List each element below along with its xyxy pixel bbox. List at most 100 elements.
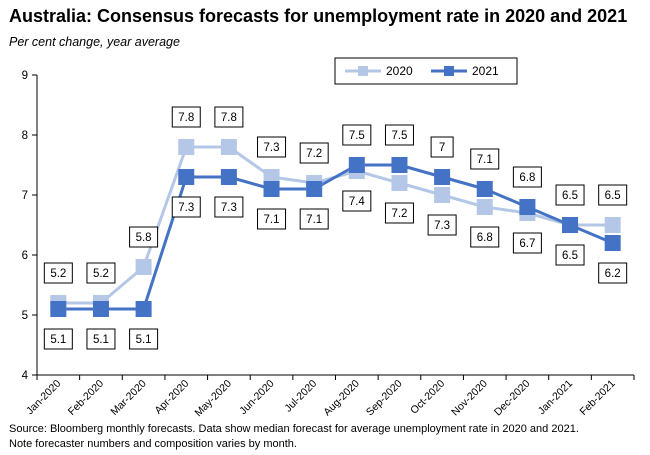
marker-2021 <box>50 301 67 317</box>
x-tick-label: Mar-2020 <box>108 378 148 418</box>
data-label-2020: 7.2 <box>306 148 322 160</box>
composition-note: Note forecaster numbers and composition … <box>9 438 297 450</box>
marker-2021 <box>519 199 536 215</box>
data-label-2021-box <box>555 244 585 266</box>
y-tick-label: 7 <box>22 190 28 202</box>
x-tick-label: Jun-2020 <box>237 378 277 418</box>
marker-2021 <box>263 181 280 197</box>
data-label-2020: 5.2 <box>50 268 66 280</box>
data-label-2021-box <box>342 124 372 146</box>
x-tick-label: Apr-2020 <box>152 378 191 417</box>
data-label-2021-box <box>430 136 454 158</box>
data-label-2020: 7.4 <box>349 196 366 208</box>
chart-subtitle: Per cent change, year average <box>9 35 180 49</box>
data-label-2020-box <box>342 190 372 212</box>
x-tick-label: Jan-2020 <box>24 378 64 418</box>
marker-2020 <box>391 175 408 191</box>
marker-2021 <box>92 301 109 317</box>
legend-label-2021: 2021 <box>472 64 499 78</box>
x-tick-label: Dec-2020 <box>492 378 533 419</box>
data-label-2021-box <box>299 208 329 230</box>
legend-label-2020: 2020 <box>386 64 413 78</box>
data-label-2020-box <box>470 226 500 248</box>
legend-marker-2021 <box>444 66 454 76</box>
data-label-2021: 5.1 <box>93 334 109 346</box>
data-label-2020-box <box>171 106 201 128</box>
series-markers <box>50 139 621 317</box>
y-tick-label: 9 <box>22 70 28 82</box>
x-tick-label: May-2020 <box>193 378 235 420</box>
data-label-2020-box <box>129 226 159 248</box>
marker-2021 <box>306 181 323 197</box>
data-label-2021: 7.3 <box>221 202 237 214</box>
marker-2021 <box>604 235 621 251</box>
marker-2021 <box>348 157 365 173</box>
marker-2021 <box>135 301 152 317</box>
data-label-2021-box <box>384 124 414 146</box>
data-label-2020-box <box>43 262 73 284</box>
data-labels: 5.2 5.1 5.2 5.1 5.8 5.1 7.8 7.3 7.8 7.3 7.3 7.1 7.2 7… <box>43 106 628 350</box>
data-label-2020-box <box>598 184 628 206</box>
axes: 4 5 6 7 8 9 Jan-2020 Feb-2020 Mar-2020 Apr-2020 Ma… <box>22 70 635 420</box>
marker-2020 <box>220 139 237 155</box>
data-label-2021-box <box>214 196 244 218</box>
y-tick-label: 6 <box>22 250 28 262</box>
marker-2021 <box>391 157 408 173</box>
data-label-2021: 7.1 <box>264 214 280 226</box>
data-label-2021: 5.1 <box>50 334 66 346</box>
x-tick-label: Aug-2020 <box>321 378 362 419</box>
x-tick-label: Jan-2021 <box>536 378 576 418</box>
legend-marker-2020 <box>358 66 368 76</box>
data-label-2020-box <box>555 184 585 206</box>
data-label-2020-box <box>384 202 414 224</box>
data-label-2020: 5.2 <box>93 268 109 280</box>
data-label-2020: 7.2 <box>391 208 407 220</box>
data-label-2021-box <box>512 166 542 188</box>
data-label-2020: 6.7 <box>519 238 535 250</box>
data-label-2020: 6.5 <box>605 190 621 202</box>
data-label-2020: 6.5 <box>562 190 578 202</box>
marker-2020 <box>178 139 195 155</box>
data-label-2021: 6.8 <box>519 172 535 184</box>
data-label-2020: 6.8 <box>477 232 493 244</box>
data-label-2021-box <box>470 148 500 170</box>
marker-2020 <box>604 217 621 233</box>
data-label-2020: 7.3 <box>434 220 450 232</box>
y-tick-label: 8 <box>22 130 28 142</box>
marker-2021 <box>434 169 451 185</box>
data-label-2021-box <box>43 328 73 350</box>
marker-2021 <box>562 217 579 233</box>
marker-2020 <box>476 199 493 215</box>
data-label-2021: 7.1 <box>477 154 493 166</box>
data-label-2021-box <box>86 328 116 350</box>
data-label-2020: 7.3 <box>264 142 280 154</box>
data-label-2021: 6.2 <box>605 268 621 280</box>
x-tick-label: Feb-2021 <box>578 378 618 418</box>
x-tick-label: Oct-2020 <box>408 378 447 417</box>
marker-2021 <box>476 181 493 197</box>
y-tick-label: 4 <box>22 370 29 382</box>
data-label-2020: 7.8 <box>178 112 194 124</box>
data-label-2020-box <box>214 106 244 128</box>
data-label-2021: 7.5 <box>349 130 365 142</box>
chart-title: Australia: Consensus forecasts for unemp… <box>9 6 628 26</box>
x-tick-label: Sep-2020 <box>364 378 405 419</box>
data-label-2021: 7.5 <box>391 130 407 142</box>
data-label-2021-box <box>257 208 287 230</box>
x-tick-label: Jul-2020 <box>282 378 319 415</box>
x-tick-label: Feb-2020 <box>66 378 106 418</box>
data-label-2020-box <box>299 142 329 164</box>
data-label-2021-box <box>129 328 159 350</box>
data-label-2021: 7.3 <box>178 202 194 214</box>
data-label-2020: 7.8 <box>221 112 237 124</box>
data-label-2020: 5.8 <box>136 232 152 244</box>
y-tick-label: 5 <box>22 310 28 322</box>
data-label-2020-box <box>257 136 287 158</box>
source-note: Source: Bloomberg monthly forecasts. Dat… <box>9 423 579 435</box>
data-label-2021: 5.1 <box>136 334 152 346</box>
data-label-2020-box <box>86 262 116 284</box>
marker-2021 <box>178 169 195 185</box>
marker-2020 <box>434 187 451 203</box>
data-label-2020-box <box>427 214 457 236</box>
